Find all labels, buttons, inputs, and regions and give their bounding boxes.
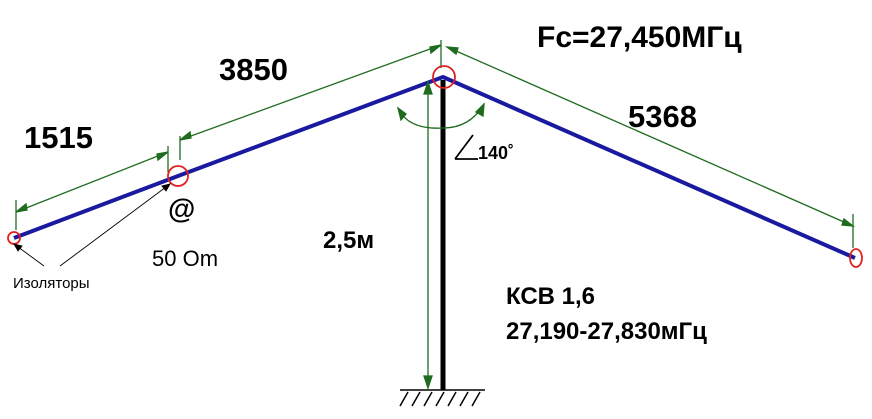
insulator-icon <box>7 65 863 268</box>
impedance-label: 50 Om <box>152 246 218 271</box>
insulator-right <box>849 248 863 268</box>
height-label: 2,5м <box>323 227 374 254</box>
dim-left-label: 1515 <box>24 120 93 155</box>
feed-symbol: @ <box>168 193 195 224</box>
center-frequency-label: Fc=27,450МГц <box>537 21 742 54</box>
dimension-lines <box>15 40 856 391</box>
feed-point <box>167 165 189 187</box>
frequency-range-label: 27,190-27,830мГц <box>506 318 707 345</box>
vswr-label: КСВ 1,6 <box>506 283 595 310</box>
dim-middle-label: 3850 <box>219 52 288 87</box>
dim-right-label: 5368 <box>628 99 697 134</box>
antenna-wire <box>13 75 856 260</box>
insulator-pointers <box>13 183 171 267</box>
ground-hatch-icon <box>399 389 485 407</box>
insulators-label: Изоляторы <box>13 275 90 292</box>
angle-icon <box>454 134 478 160</box>
angle-label: 140˚ <box>478 143 514 163</box>
top-insulator <box>432 65 456 89</box>
